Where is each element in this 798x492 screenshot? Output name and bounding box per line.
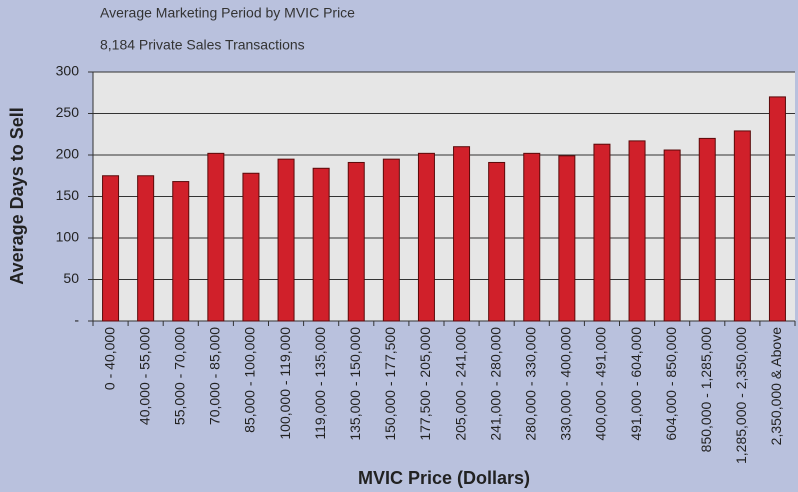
x-tick-label: 135,000 - 150,000 [347,327,363,441]
bar [102,175,120,322]
bar [558,155,576,322]
y-tick-label: 200 [56,146,80,162]
y-tick-label: 150 [56,187,80,203]
x-tick-label: 150,000 - 177,500 [382,327,398,441]
bar [698,137,716,322]
bar [733,130,751,322]
bar [628,140,646,322]
x-tick-label: 400,000 - 491,000 [593,327,609,441]
chart-title: Average Marketing Period by MVIC Price [100,5,355,21]
bar [663,149,681,322]
bar [172,181,190,322]
y-tick-label: - [74,312,79,328]
x-tick-label: 119,000 - 135,000 [312,327,328,440]
y-tick-label: 100 [56,229,80,245]
bar [277,158,295,322]
bar [417,152,435,322]
bar [453,146,471,322]
x-tick-label: 40,000 - 55,000 [136,327,152,425]
y-axis-title: Average Days to Sell [7,107,27,284]
x-tick-label: 2,350,000 & Above [768,327,784,446]
bar [242,172,260,322]
x-tick-label: 205,000 - 241,000 [452,327,468,441]
chart-subtitle: 8,184 Private Sales Transactions [100,37,305,53]
bar [523,152,541,322]
x-tick-label: 0 - 40,000 [101,327,117,390]
x-tick-label: 850,000 - 1,285,000 [698,327,714,453]
bar [312,167,330,322]
bar [768,96,786,322]
y-tick-label: 300 [56,63,80,79]
x-tick-label: 70,000 - 85,000 [207,327,223,425]
bar [488,161,506,322]
y-tick-label: 250 [56,104,80,120]
x-tick-label: 100,000 - 119,000 [277,327,293,440]
x-tick-label: 280,000 - 330,000 [522,327,538,441]
x-tick-label: 1,285,000 - 2,350,000 [733,327,749,464]
bar [137,175,155,322]
bar [347,161,365,322]
x-tick-label: 55,000 - 70,000 [171,327,187,425]
x-tick-label: 604,000 - 850,000 [663,327,679,441]
x-axis-title: MVIC Price (Dollars) [358,468,530,488]
x-tick-label: 177,500 - 205,000 [417,327,433,441]
y-tick-label: 50 [63,270,79,286]
x-tick-label: 241,000 - 280,000 [487,327,503,441]
x-tick-label: 491,000 - 604,000 [628,327,644,441]
bar [382,158,400,322]
bar [593,143,611,322]
x-tick-label: 85,000 - 100,000 [242,327,258,433]
x-tick-label: 330,000 - 400,000 [558,327,574,441]
bar [207,152,225,322]
